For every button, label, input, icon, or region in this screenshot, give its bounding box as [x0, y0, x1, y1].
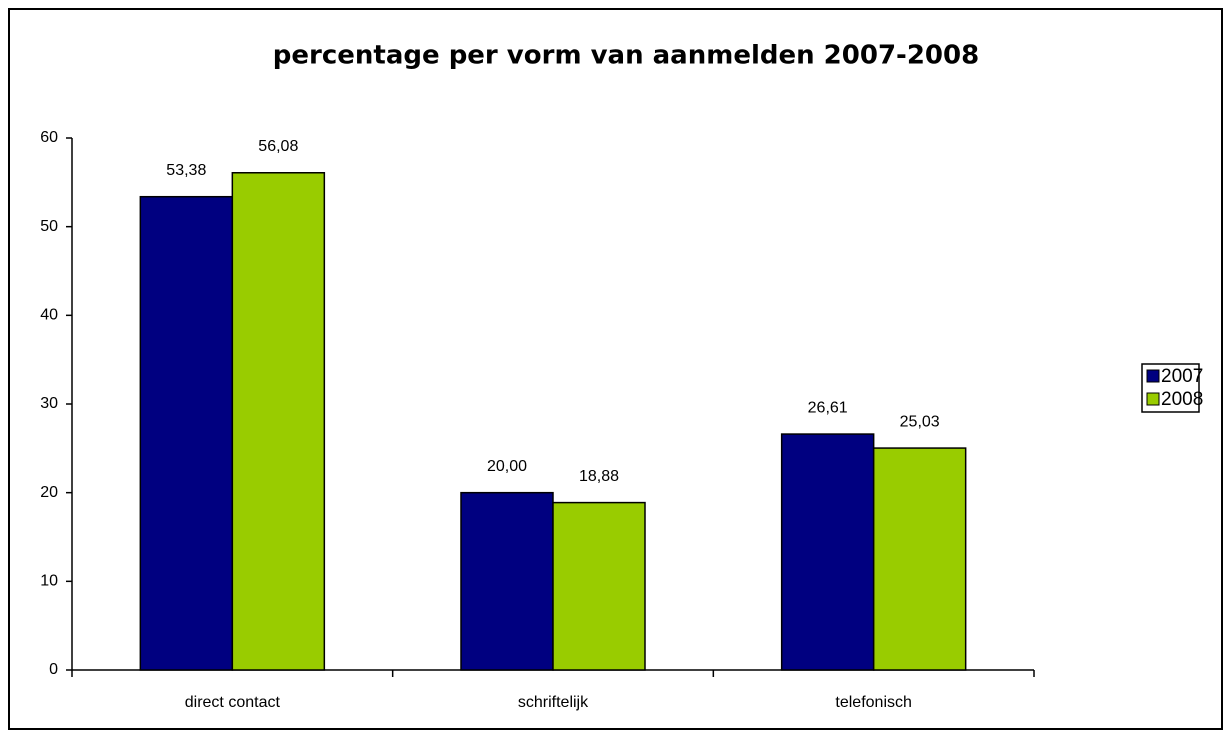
chart-title: percentage per vorm van aanmelden 2007-2… — [273, 41, 979, 71]
y-tick-label: 60 — [40, 129, 58, 146]
bar — [460, 491, 554, 671]
bar — [552, 501, 646, 671]
y-tick-label: 40 — [40, 307, 58, 324]
bar — [231, 172, 326, 671]
x-tick-label: schriftelijk — [518, 694, 589, 711]
y-tick-label: 0 — [49, 661, 58, 678]
data-label: 26,61 — [808, 399, 848, 416]
legend-swatch — [1146, 369, 1160, 383]
data-label: 20,00 — [487, 458, 527, 475]
bar — [139, 195, 234, 671]
y-tick-label: 10 — [40, 573, 58, 590]
data-label: 18,88 — [579, 468, 619, 485]
data-label: 25,03 — [900, 413, 940, 430]
y-tick-label: 30 — [40, 395, 58, 412]
data-label: 53,38 — [166, 162, 206, 179]
bar — [872, 447, 967, 671]
bar — [780, 433, 875, 671]
legend-label: 2008 — [1161, 389, 1203, 410]
legend-swatch — [1146, 392, 1160, 406]
data-label: 56,08 — [258, 138, 298, 155]
legend-label: 2007 — [1161, 366, 1203, 387]
x-tick-label: telefonisch — [835, 694, 912, 711]
y-tick-label: 50 — [40, 218, 58, 235]
x-tick-label: direct contact — [185, 694, 281, 711]
y-tick-label: 20 — [40, 484, 58, 501]
